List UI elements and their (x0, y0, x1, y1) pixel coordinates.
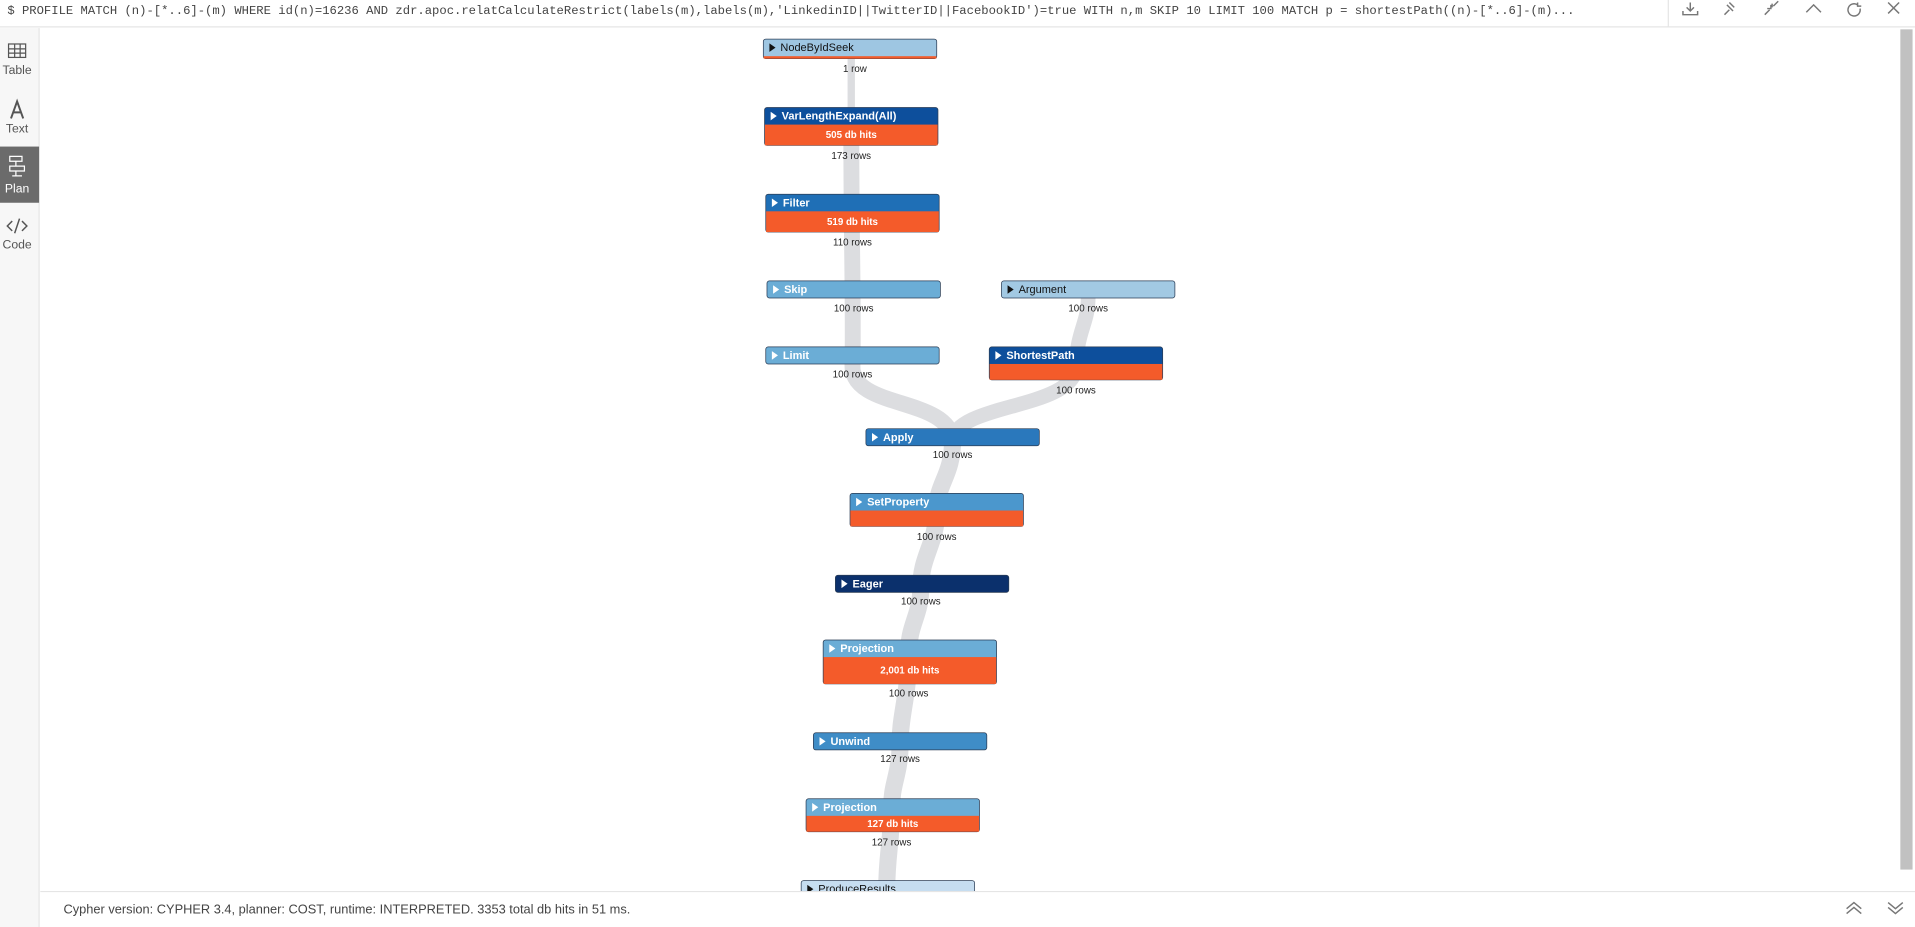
db-hits: 127 db hits (867, 819, 919, 830)
plan-operator[interactable]: Filter 519 db hits (765, 193, 940, 233)
scrollbar[interactable] (1900, 29, 1913, 870)
operator-label: Skip (784, 284, 807, 296)
plan-operator[interactable]: Argument (1001, 280, 1176, 299)
tab-label[interactable]: Text (6, 122, 29, 136)
operator-label: SetProperty (867, 496, 930, 508)
footer-text: Cypher version: CYPHER 3.4, planner: COS… (64, 901, 631, 916)
db-hits-band (989, 363, 1163, 380)
db-hits-band (763, 56, 937, 59)
text-icon (10, 98, 25, 119)
row-count: 100 rows (1056, 385, 1096, 396)
pin-button[interactable] (1723, 1, 1735, 16)
operator-box (813, 732, 988, 751)
expand-arrow (856, 497, 863, 507)
query-bar[interactable] (0, 0, 1915, 27)
db-hits-band (806, 815, 980, 832)
code-icon (6, 218, 28, 234)
collapse-button[interactable] (1764, 0, 1779, 16)
tab-label[interactable]: Code (3, 238, 32, 252)
plan-operator[interactable]: Projection 127 db hits (805, 798, 980, 833)
plan-operator[interactable]: ShortestPath (988, 346, 1164, 381)
expand-arrow (995, 351, 1002, 360)
tab-label[interactable]: Table (3, 63, 32, 77)
plan-operator[interactable]: SetProperty (849, 493, 1024, 527)
table-icon (7, 43, 27, 59)
db-hits-band (766, 211, 939, 233)
row-count: 127 rows (880, 754, 920, 765)
operator-label: Apply (883, 432, 914, 444)
operator-label: Projection (823, 802, 877, 814)
plan-operator[interactable]: Eager (835, 574, 1010, 593)
expand-arrow (829, 644, 836, 653)
tab-label[interactable]: Plan (5, 182, 29, 196)
plan-operator[interactable]: NodeByIdSeek (762, 38, 938, 60)
up-button[interactable] (1805, 3, 1822, 13)
expand-arrow (819, 737, 826, 746)
row-count: 173 rows (831, 151, 871, 162)
row-count: 110 rows (833, 238, 872, 249)
row-count: 100 rows (889, 688, 929, 699)
plan-operator[interactable]: Apply (865, 428, 1040, 447)
operator-box (766, 280, 941, 299)
operator-box (765, 346, 940, 365)
expand-arrow (769, 43, 776, 52)
db-hits-band (764, 124, 938, 146)
row-count: 100 rows (901, 597, 941, 608)
operator-box (835, 574, 1010, 593)
operator-label: Filter (783, 197, 811, 209)
plan-operator[interactable]: Limit (765, 346, 940, 365)
expand-arrow (771, 351, 778, 360)
expand-arrow (872, 432, 879, 442)
expand-down-button[interactable] (1887, 901, 1904, 915)
expand-arrow (841, 579, 848, 589)
operator-label: ShortestPath (1006, 350, 1075, 362)
operator-label: ProduceResults (818, 884, 896, 896)
toolbar (1667, 0, 1900, 27)
plan-icon (9, 155, 26, 177)
expand-arrow (771, 198, 778, 208)
row-count: 127 rows (872, 837, 912, 848)
expand-arrow (1007, 285, 1014, 294)
expand-arrow (770, 111, 777, 121)
row-count: 100 rows (834, 304, 874, 315)
row-count: 100 rows (917, 532, 957, 543)
plan-operator[interactable]: Unwind (813, 732, 988, 751)
plan-operator[interactable]: Skip (766, 280, 941, 299)
footer (40, 891, 1915, 927)
db-hits: 2,001 db hits (880, 666, 940, 677)
plan-operator[interactable]: Projection 2,001 db hits (822, 639, 997, 685)
operator-box (1001, 280, 1176, 299)
operator-label: Eager (852, 578, 883, 590)
close-button[interactable] (1887, 1, 1900, 14)
expand-up-button[interactable] (1846, 901, 1862, 915)
query-text[interactable]: $ PROFILE MATCH (n)-[*..6]-(m) WHERE id(… (7, 4, 1574, 18)
download-button[interactable] (1682, 2, 1699, 16)
row-count: 100 rows (833, 370, 873, 381)
db-hits: 519 db hits (827, 217, 879, 228)
operator-label: Argument (1019, 284, 1067, 296)
row-count: 100 rows (933, 450, 973, 461)
operator-label: VarLengthExpand(All) (782, 111, 897, 123)
db-hits: 505 db hits (826, 130, 878, 141)
plan-operator[interactable]: VarLengthExpand(All) 505 db hits (764, 107, 939, 146)
expand-arrow (812, 803, 819, 812)
row-count: 100 rows (1068, 304, 1108, 315)
operator-label: NodeByIdSeek (780, 42, 854, 54)
db-hits-band (850, 510, 1024, 527)
operator-label: Limit (783, 350, 810, 362)
row-count: 1 row (843, 64, 868, 75)
expand-arrow (773, 285, 780, 294)
operator-label: Projection (840, 643, 894, 655)
operator-label: Unwind (830, 736, 870, 748)
db-hits-band (823, 657, 997, 684)
rerun-button[interactable] (1847, 2, 1862, 17)
operator-box (865, 428, 1040, 447)
